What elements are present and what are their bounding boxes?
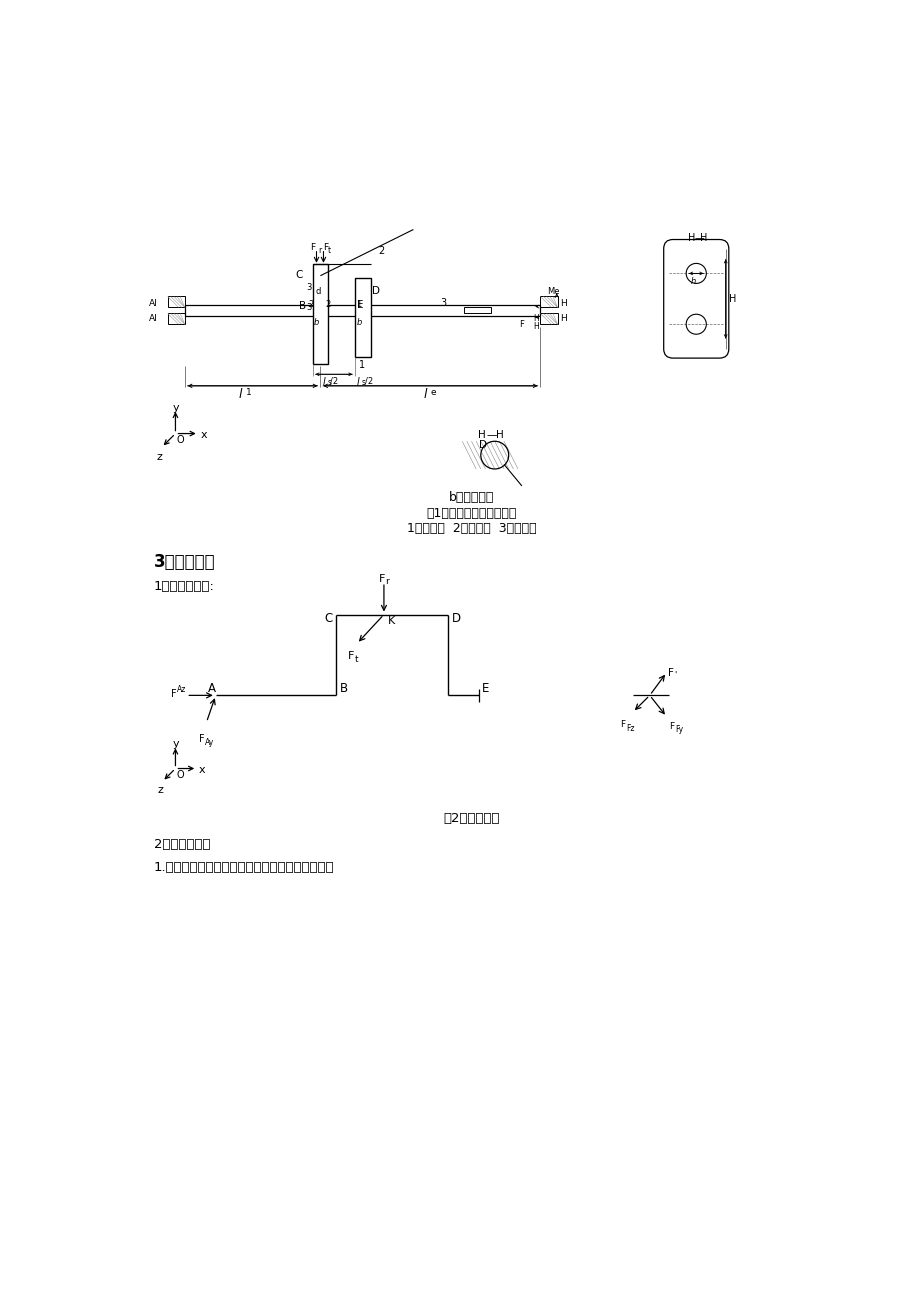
- Text: D: D: [479, 439, 487, 450]
- Text: F: F: [619, 721, 625, 728]
- Text: 1: 1: [245, 388, 252, 397]
- Text: —: —: [486, 430, 497, 440]
- Text: A: A: [208, 681, 216, 694]
- Bar: [167, 314, 185, 324]
- Text: s: s: [361, 378, 365, 387]
- Text: C: C: [295, 270, 302, 280]
- Text: F: F: [379, 575, 385, 585]
- Text: D: D: [451, 612, 460, 625]
- Text: K: K: [388, 616, 394, 625]
- Bar: [539, 297, 557, 308]
- Text: z: z: [156, 452, 163, 463]
- Text: l: l: [323, 377, 325, 387]
- Text: Fz: Fz: [626, 724, 634, 732]
- Text: t: t: [328, 246, 331, 254]
- Text: H: H: [560, 314, 566, 323]
- Text: b: b: [313, 318, 319, 327]
- Text: F: F: [171, 689, 176, 700]
- Bar: [463, 308, 491, 314]
- Text: F: F: [668, 722, 674, 731]
- Bar: [312, 265, 328, 365]
- Text: O: O: [176, 435, 185, 446]
- Text: H: H: [728, 293, 735, 304]
- Text: 2: 2: [325, 300, 331, 309]
- Text: F: F: [199, 734, 204, 744]
- Text: H: H: [495, 430, 503, 440]
- Text: 2: 2: [378, 246, 384, 255]
- Text: d: d: [315, 287, 321, 296]
- Text: r: r: [385, 577, 389, 586]
- Text: C: C: [323, 612, 332, 625]
- Text: 图1单缸柴油机曲轴简化图: 图1单缸柴油机曲轴简化图: [425, 507, 516, 520]
- Text: 1）外力分析图:: 1）外力分析图:: [153, 580, 214, 593]
- Text: 1－曲轴颈  2－曲柄臂  3－主轴颈: 1－曲轴颈 2－曲柄臂 3－主轴颈: [406, 523, 536, 536]
- Text: 2）外力分析：: 2）外力分析：: [153, 838, 210, 851]
- Text: r: r: [318, 246, 321, 254]
- Text: 1.画出曲轴的计算简图（上图），计算外力偶矩。: 1.画出曲轴的计算简图（上图），计算外力偶矩。: [153, 861, 334, 874]
- Text: H: H: [533, 322, 539, 331]
- Text: 2: 2: [308, 300, 312, 309]
- Text: h: h: [690, 278, 695, 287]
- Text: 3、内力分析: 3、内力分析: [153, 552, 215, 571]
- Text: H: H: [687, 233, 695, 244]
- Text: s: s: [327, 378, 331, 387]
- Text: F: F: [348, 652, 354, 662]
- Text: H: H: [560, 298, 566, 308]
- Text: —: —: [694, 233, 704, 244]
- Text: Al: Al: [149, 314, 157, 323]
- Text: 图2外力分析图: 图2外力分析图: [443, 812, 499, 825]
- Text: Me: Me: [547, 287, 560, 296]
- Text: Az: Az: [176, 684, 187, 693]
- Text: Ay: Ay: [205, 737, 214, 747]
- Text: B: B: [339, 681, 347, 694]
- Text: y: y: [172, 739, 179, 749]
- Text: l: l: [239, 388, 242, 401]
- Text: 3: 3: [440, 298, 446, 308]
- Text: F: F: [667, 667, 674, 678]
- Text: y: y: [172, 403, 179, 413]
- Text: 3: 3: [306, 302, 312, 311]
- Text: b: b: [357, 318, 362, 327]
- Text: H: H: [699, 233, 707, 244]
- Text: Al: Al: [149, 298, 157, 308]
- Bar: [355, 278, 370, 357]
- Text: l: l: [423, 388, 426, 401]
- Text: x: x: [199, 765, 205, 775]
- Text: /2: /2: [364, 377, 372, 386]
- Text: F: F: [323, 242, 328, 251]
- Text: H: H: [533, 314, 539, 323]
- Text: O: O: [176, 770, 185, 780]
- Text: /2: /2: [330, 377, 338, 386]
- Text: F: F: [310, 242, 315, 251]
- Text: t: t: [354, 654, 357, 663]
- Bar: [539, 314, 557, 324]
- Text: Fy: Fy: [675, 726, 683, 735]
- Text: D: D: [372, 285, 380, 296]
- Text: E: E: [482, 681, 489, 694]
- Text: l: l: [357, 377, 359, 387]
- Text: e: e: [430, 388, 436, 397]
- Text: b）力学模型: b）力学模型: [448, 491, 494, 504]
- Text: F: F: [519, 319, 524, 328]
- Text: B: B: [299, 301, 305, 311]
- Text: 3: 3: [306, 284, 312, 292]
- Text: 1: 1: [356, 300, 361, 309]
- Text: z: z: [157, 786, 164, 795]
- Text: E: E: [357, 300, 363, 310]
- Text: H: H: [477, 430, 485, 440]
- Text: ': ': [673, 671, 675, 680]
- Text: 1: 1: [358, 361, 365, 370]
- Text: x: x: [200, 430, 207, 440]
- Bar: [167, 297, 185, 308]
